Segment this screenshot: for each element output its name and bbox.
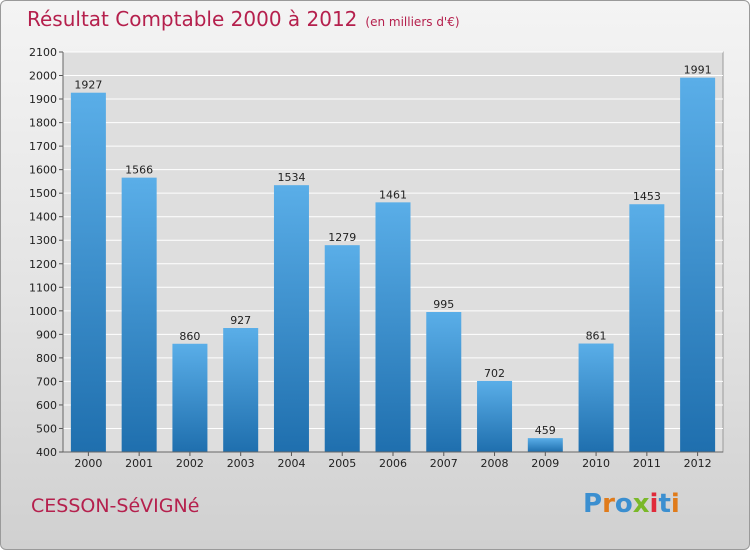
data-label: 1566 xyxy=(125,164,153,177)
x-tick-label: 2001 xyxy=(125,457,153,470)
data-label: 702 xyxy=(484,367,505,380)
data-label: 927 xyxy=(230,314,251,327)
bar xyxy=(273,185,309,453)
chart-title: Résultat Comptable 2000 à 2012 (en millie… xyxy=(27,7,460,31)
data-label: 1534 xyxy=(277,171,305,184)
y-tick-label: 1500 xyxy=(29,187,57,200)
x-tick-label: 2004 xyxy=(277,457,305,470)
bar xyxy=(629,204,665,452)
x-tick-label: 2012 xyxy=(684,457,712,470)
y-tick-label: 600 xyxy=(36,399,57,412)
y-tick-label: 700 xyxy=(36,375,57,388)
bar xyxy=(70,92,106,453)
y-tick-label: 1100 xyxy=(29,281,57,294)
y-tick-label: 1700 xyxy=(29,140,57,153)
bar xyxy=(680,77,716,452)
y-tick-label: 500 xyxy=(36,422,57,435)
city-name: CESSON-SéVIGNé xyxy=(31,495,200,517)
bar xyxy=(375,202,411,452)
x-tick-label: 2003 xyxy=(227,457,255,470)
data-label: 1927 xyxy=(74,79,102,92)
logo-letter: x xyxy=(632,489,650,519)
y-tick-label: 1600 xyxy=(29,164,57,177)
y-tick-label: 1800 xyxy=(29,117,57,130)
x-tick-label: 2011 xyxy=(633,457,661,470)
x-tick-label: 2006 xyxy=(379,457,407,470)
x-tick-label: 2000 xyxy=(74,457,102,470)
bar xyxy=(578,343,614,452)
x-tick-label: 2007 xyxy=(430,457,458,470)
x-tick-label: 2005 xyxy=(328,457,356,470)
y-tick-label: 2000 xyxy=(29,70,57,83)
bar xyxy=(426,312,462,452)
chart-title-unit: (en milliers d'€) xyxy=(365,15,460,29)
logo-letter: r xyxy=(602,489,615,519)
data-label: 459 xyxy=(535,424,556,437)
y-tick-label: 1000 xyxy=(29,305,57,318)
logo-letter: i xyxy=(649,489,659,519)
bar xyxy=(172,343,208,452)
y-tick-label: 900 xyxy=(36,328,57,341)
logo-letter: o xyxy=(614,489,633,519)
bar xyxy=(477,380,513,452)
x-tick-label: 2008 xyxy=(481,457,509,470)
y-tick-label: 1900 xyxy=(29,93,57,106)
y-tick-label: 2100 xyxy=(29,46,57,59)
x-tick-label: 2002 xyxy=(176,457,204,470)
data-label: 995 xyxy=(433,298,454,311)
y-tick-label: 1200 xyxy=(29,258,57,271)
x-tick-label: 2009 xyxy=(531,457,559,470)
y-tick-label: 1400 xyxy=(29,211,57,224)
data-label: 1279 xyxy=(328,231,356,244)
data-label: 861 xyxy=(586,330,607,343)
bar xyxy=(527,438,563,452)
logo-letter: i xyxy=(670,489,680,519)
y-tick-label: 800 xyxy=(36,352,57,365)
y-tick-label: 400 xyxy=(36,446,57,459)
bar xyxy=(324,245,360,452)
data-label: 1461 xyxy=(379,188,407,201)
x-tick-label: 2010 xyxy=(582,457,610,470)
data-label: 1991 xyxy=(684,64,712,77)
proxiti-logo: Proxiti xyxy=(583,489,680,519)
data-label: 860 xyxy=(179,330,200,343)
bar xyxy=(223,328,259,452)
y-tick-label: 1300 xyxy=(29,234,57,247)
chart-title-text: Résultat Comptable 2000 à 2012 xyxy=(27,7,358,31)
logo-letter: P xyxy=(583,489,603,519)
data-label: 1453 xyxy=(633,190,661,203)
logo-letter: t xyxy=(658,489,671,519)
bar xyxy=(121,177,157,452)
